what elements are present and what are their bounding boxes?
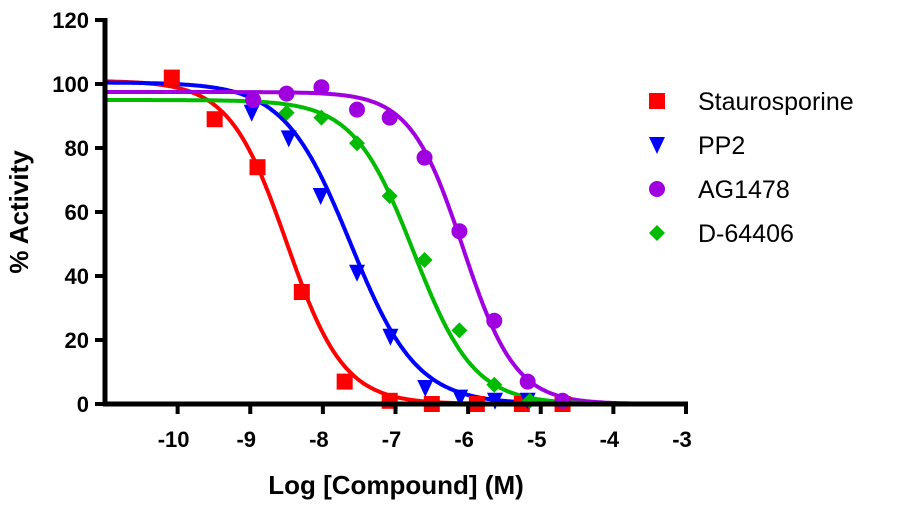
data-point-ag1478: [313, 79, 330, 96]
axes: 0 20 40 60 80 100 120 -10 -9 -8 -7 -6 -5 -4 -3: [52, 8, 692, 452]
x-tick-label: -7: [382, 427, 402, 452]
fit-curves: [105, 79, 686, 406]
x-tick-label: -10: [158, 427, 190, 452]
data-point-d-64406: [381, 188, 398, 204]
y-tick-label: 0: [77, 392, 89, 417]
data-points: [163, 69, 571, 412]
data-point-ag1478: [349, 101, 366, 118]
y-tick-label: 20: [65, 328, 89, 353]
data-point-pp2: [486, 392, 503, 410]
data-point-pp2: [452, 389, 469, 407]
data-point-ag1478: [245, 92, 262, 108]
y-axis-label: % Activity: [4, 150, 34, 274]
data-point-ag1478: [486, 312, 503, 329]
y-tick-label: 60: [65, 200, 89, 225]
data-point-ag1478: [451, 223, 468, 240]
y-tick-label: 40: [65, 264, 89, 289]
data-point-staurosporine: [249, 159, 266, 176]
data-point-staurosporine: [163, 69, 180, 86]
x-tick-label: -5: [527, 427, 547, 452]
fit-curve-d-64406: [105, 98, 686, 406]
data-point-pp2: [349, 264, 366, 282]
x-tick-label: -6: [454, 427, 474, 452]
x-tick-label: -3: [672, 427, 692, 452]
fit-curve-pp2: [105, 80, 686, 406]
legend-label-pp2: PP2: [698, 132, 745, 160]
data-point-d-64406: [278, 104, 295, 121]
data-point-pp2: [312, 188, 329, 205]
legend-label-staurosporine: Staurosporine: [698, 88, 854, 116]
data-point-ag1478: [519, 373, 536, 390]
data-point-pp2: [280, 130, 297, 148]
y-tick-label: 120: [52, 8, 89, 33]
fit-curve-ag1478: [105, 90, 686, 406]
data-point-staurosporine: [293, 284, 310, 300]
x-axis-label: Log [Compound] (M): [268, 470, 524, 500]
x-tick-label: -4: [600, 427, 620, 452]
legend-marker-staurosporine: [649, 93, 665, 109]
data-point-d-64406: [349, 135, 366, 152]
data-point-d-64406: [313, 109, 330, 126]
data-point-ag1478: [381, 109, 398, 126]
data-point-d-64406: [486, 376, 503, 393]
data-point-staurosporine: [336, 373, 353, 390]
legend-label-ag1478: AG1478: [698, 176, 790, 204]
data-point-d-64406: [451, 322, 468, 339]
legend-marker-pp2: [649, 137, 665, 154]
x-tick-label: -8: [309, 427, 329, 452]
data-point-ag1478: [416, 149, 433, 166]
data-point-staurosporine: [206, 111, 223, 128]
data-point-pp2: [417, 380, 434, 397]
fit-curve-staurosporine: [105, 79, 686, 406]
data-point-pp2: [243, 104, 260, 122]
data-point-ag1478: [278, 85, 295, 102]
legend: Staurosporine PP2 AG1478 D-64406: [649, 88, 854, 248]
y-tick-label: 100: [52, 72, 89, 97]
legend-label-d-64406: D-64406: [698, 220, 794, 248]
data-point-pp2: [382, 328, 399, 346]
legend-marker-d-64406: [649, 225, 665, 241]
data-point-d-64406: [416, 252, 433, 268]
legend-marker-ag1478: [649, 181, 665, 197]
y-tick-label: 80: [65, 136, 89, 161]
x-tick-label: -9: [236, 427, 256, 452]
